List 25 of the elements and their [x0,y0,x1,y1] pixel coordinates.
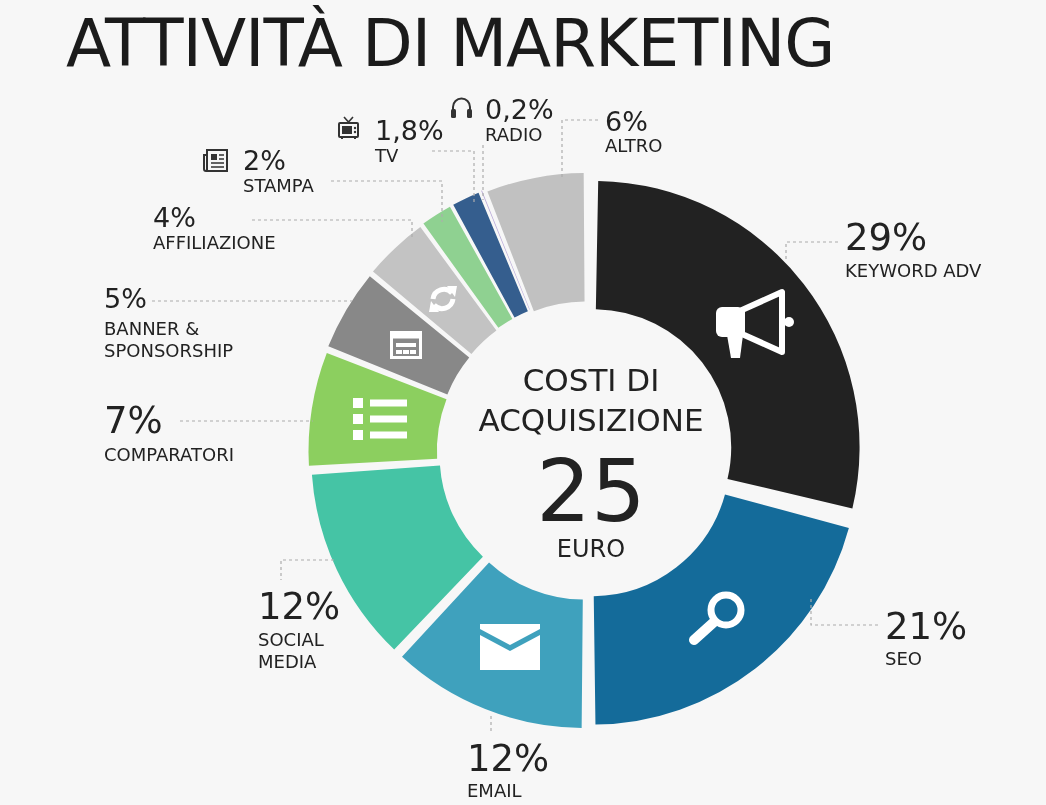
slice-label: KEYWORD ADV [845,260,983,281]
data-label: 1,8% [375,115,444,146]
slice-label: COMPARATORI [104,444,234,465]
data-label: 4% [153,202,196,233]
slice-label: RADIO [485,124,543,145]
slice-label: SOCIAL MEDIA [258,629,324,672]
slice-label: STAMPA [243,175,315,196]
slice-label: ALTRO [605,135,663,156]
slice-label: AFFILIAZIONE [153,232,276,253]
data-label: 12% [258,585,341,628]
data-label: 29% [845,216,928,259]
data-label: 7% [104,399,163,442]
slice-label: BANNER & SPONSORSHIP [104,318,234,361]
data-label: 21% [885,605,968,648]
chart-title: ATTIVITÀ DI MARKETING [66,5,835,82]
data-label: 2% [243,145,286,176]
data-label: 0,2% [485,94,554,125]
slice-label: SEO [885,648,922,669]
data-label: 6% [605,106,648,137]
data-label: 5% [104,283,147,314]
data-label: 12% [467,737,550,780]
text: EURO [556,535,626,563]
text: COSTI DI ACQUISIZIONE [478,362,704,438]
slice-label: TV [374,145,399,166]
slice-label: EMAIL [467,780,522,801]
